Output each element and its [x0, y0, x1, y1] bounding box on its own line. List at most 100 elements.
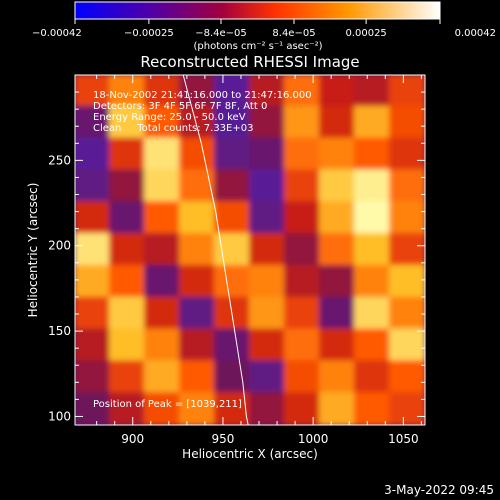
heatmap-cell — [354, 75, 391, 108]
heatmap-cell — [284, 264, 321, 299]
heatmap-cell — [75, 137, 111, 172]
heatmap-cell — [109, 233, 146, 267]
heatmap-cell — [75, 201, 111, 236]
heatmap-cell — [284, 233, 321, 267]
colorbar-tick-label: 0.00042 — [455, 28, 496, 39]
heatmap-area — [75, 75, 425, 425]
solar-limb-line — [182, 75, 249, 425]
x-axis-label: Heliocentric X (arcsec) — [182, 447, 318, 461]
heatmap-cell — [354, 201, 391, 236]
heatmap-cell — [249, 201, 286, 236]
heatmap-cell — [109, 169, 146, 204]
heatmap-cell — [214, 328, 251, 363]
heatmap-cell — [144, 169, 181, 204]
heatmap-cell — [319, 392, 356, 425]
heatmap-cell — [144, 328, 181, 363]
annotation-clean-counts: Clean Total counts: 7.33E+03 — [93, 123, 253, 134]
heatmap-cell — [284, 328, 321, 363]
heatmap-cell — [144, 105, 181, 140]
heatmap-cell — [389, 105, 425, 140]
y-tick-label: 200 — [48, 239, 71, 253]
annotation-detectors: Detectors: 3F 4F 5F 6F 7F 8F, Att 0 — [93, 101, 267, 112]
colorbar — [74, 1, 441, 20]
heatmap-cell — [354, 392, 391, 425]
heatmap-cell — [354, 360, 391, 395]
colorbar-tick-label: 8.4e−05 — [272, 28, 315, 39]
heatmap-cell — [319, 328, 356, 363]
heatmap-cell — [249, 392, 286, 425]
heatmap-cell — [144, 264, 181, 299]
annotation-energy-range: Energy Range: 25.0 - 50.0 keV — [93, 112, 246, 123]
heatmap-cell — [249, 105, 286, 140]
heatmap-cell — [75, 75, 111, 108]
heatmap-cell — [109, 137, 146, 172]
heatmap-cell — [75, 233, 111, 267]
heatmap-cell — [75, 169, 111, 204]
heatmap-cell — [319, 233, 356, 267]
heatmap-cell — [179, 328, 216, 363]
heatmap-cell — [179, 105, 216, 140]
x-tick-label: 950 — [211, 432, 234, 446]
heatmap-cell — [354, 105, 391, 140]
heatmap-cell — [144, 75, 181, 108]
heatmap-cell — [179, 392, 216, 425]
heatmap-cell — [284, 169, 321, 204]
heatmap-cell — [144, 392, 181, 425]
peak-position-label: Position of Peak = [1039,211] — [93, 399, 242, 410]
heatmap-cell — [214, 137, 251, 172]
colorbar-tick-label: 0.00025 — [345, 28, 386, 39]
heatmap-cell — [214, 201, 251, 236]
heatmap-cell — [214, 296, 251, 331]
heatmap-cell — [249, 296, 286, 331]
heatmap-cell — [249, 264, 286, 299]
colorbar-tick-label: −8.4e−05 — [195, 28, 247, 39]
heatmap-cell — [284, 105, 321, 140]
heatmap-cell — [284, 360, 321, 395]
heatmap-cell — [389, 296, 425, 331]
heatmap-cell — [144, 201, 181, 236]
x-tick-label: 1050 — [388, 432, 419, 446]
heatmap-cell — [389, 360, 425, 395]
heatmap-cell — [319, 169, 356, 204]
heatmap-cell — [109, 328, 146, 363]
heatmap-cell — [319, 360, 356, 395]
heatmap-cell — [284, 75, 321, 108]
heatmap-cell — [389, 137, 425, 172]
heatmap-cell — [354, 233, 391, 267]
heatmap-cell — [389, 75, 425, 108]
heatmap-cell — [249, 137, 286, 172]
heatmap-cell — [284, 137, 321, 172]
y-tick-label: 100 — [48, 409, 71, 423]
heatmap-cell — [109, 360, 146, 395]
heatmap-cell — [354, 169, 391, 204]
plot-frame — [74, 74, 426, 426]
heatmap-cell — [214, 360, 251, 395]
heatmap-cell — [319, 201, 356, 236]
heatmap-cell — [319, 105, 356, 140]
heatmap-cell — [75, 392, 111, 425]
heatmap-cell — [179, 233, 216, 267]
x-tick-label: 1000 — [298, 432, 329, 446]
heatmap-cell — [284, 392, 321, 425]
y-axis-ticks: 100 150 200 250 — [48, 91, 425, 423]
colorbar-tick-labels: −0.00042 −0.00025 −8.4e−05 8.4e−05 0.00025 0.… — [32, 28, 496, 39]
heatmap-cell — [179, 137, 216, 172]
heatmap-cell — [179, 201, 216, 236]
heatmap-cell — [75, 264, 111, 299]
heatmap-cell — [249, 233, 286, 267]
heatmap-cell — [75, 105, 111, 140]
heatmap-cell — [354, 264, 391, 299]
heatmap-cell — [354, 296, 391, 331]
heatmap-cell — [75, 328, 111, 363]
heatmap-cell — [319, 75, 356, 108]
y-tick-label: 150 — [48, 324, 71, 338]
heatmap-cell — [389, 201, 425, 236]
heatmap-cell — [354, 328, 391, 363]
heatmap-cell — [144, 233, 181, 267]
heatmap-cell — [144, 137, 181, 172]
heatmap-cell — [214, 75, 251, 108]
heatmap-cell — [214, 169, 251, 204]
footer-date: 3-May-2022 09:45 — [384, 483, 494, 497]
